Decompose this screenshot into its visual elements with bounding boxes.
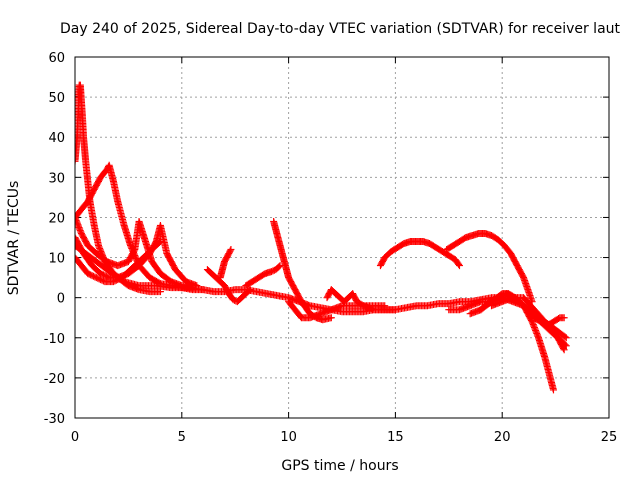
series-s3 — [75, 213, 196, 292]
x-tick-label: 0 — [71, 430, 79, 445]
y-tick-label: -10 — [44, 332, 65, 347]
y-tick-label: 60 — [48, 51, 65, 66]
data-point-marker — [455, 262, 463, 270]
x-tick-label: 25 — [601, 430, 618, 445]
x-tick-label: 15 — [387, 430, 404, 445]
data-point-marker — [227, 246, 235, 254]
y-tick-label: 30 — [48, 171, 65, 186]
series-s9 — [216, 246, 235, 282]
y-tick-label: 40 — [48, 131, 65, 146]
data-point-marker — [156, 288, 164, 296]
series-s10 — [242, 262, 284, 290]
data-point-marker — [391, 306, 399, 314]
data-point-marker — [560, 314, 568, 322]
data-point-marker — [455, 260, 463, 268]
data-point-marker — [327, 314, 335, 322]
data-point-marker — [246, 286, 254, 294]
x-tick-label: 10 — [280, 430, 297, 445]
x-tick-label: 20 — [494, 430, 511, 445]
data-point-marker — [226, 247, 234, 255]
data-point-marker — [156, 238, 164, 246]
y-tick-label: 20 — [48, 211, 65, 226]
series-s20 — [530, 314, 568, 330]
series-s8 — [203, 266, 254, 306]
series-s13 — [323, 286, 389, 310]
y-tick-label: 10 — [48, 252, 65, 267]
series-s19 — [488, 294, 568, 354]
y-tick-label: -30 — [44, 412, 65, 427]
y-tick-label: -20 — [44, 372, 65, 387]
axes: 0 5 10 15 20 25 -30 -20 -10 0 10 20 30 40 50 60 — [44, 51, 618, 445]
data-point-marker — [75, 213, 79, 221]
x-axis-title: GPS time / hours — [281, 458, 398, 474]
data-point-marker — [275, 263, 283, 271]
y-tick-label: 0 — [57, 292, 65, 307]
data-point-marker — [560, 346, 568, 354]
data-point-marker — [549, 386, 557, 394]
data-point-marker — [561, 333, 569, 341]
data-point-marker — [245, 287, 253, 295]
chart-title: Day 240 of 2025, Sidereal Day-to-day VTE… — [60, 21, 621, 37]
data-point-marker — [562, 334, 570, 342]
data-point-marker — [75, 157, 79, 165]
y-tick-label: 50 — [48, 91, 65, 106]
data-point-marker — [155, 239, 163, 247]
data-point-marker — [381, 302, 389, 310]
x-tick-label: 5 — [178, 430, 186, 445]
data-points — [75, 81, 570, 394]
plot-frame — [74, 56, 610, 419]
series-s15 — [443, 229, 536, 306]
data-point-marker — [559, 344, 567, 352]
y-axis-title: SDTVAR / TECUs — [6, 181, 22, 296]
data-point-marker — [75, 234, 79, 241]
series-s14 — [376, 238, 463, 270]
